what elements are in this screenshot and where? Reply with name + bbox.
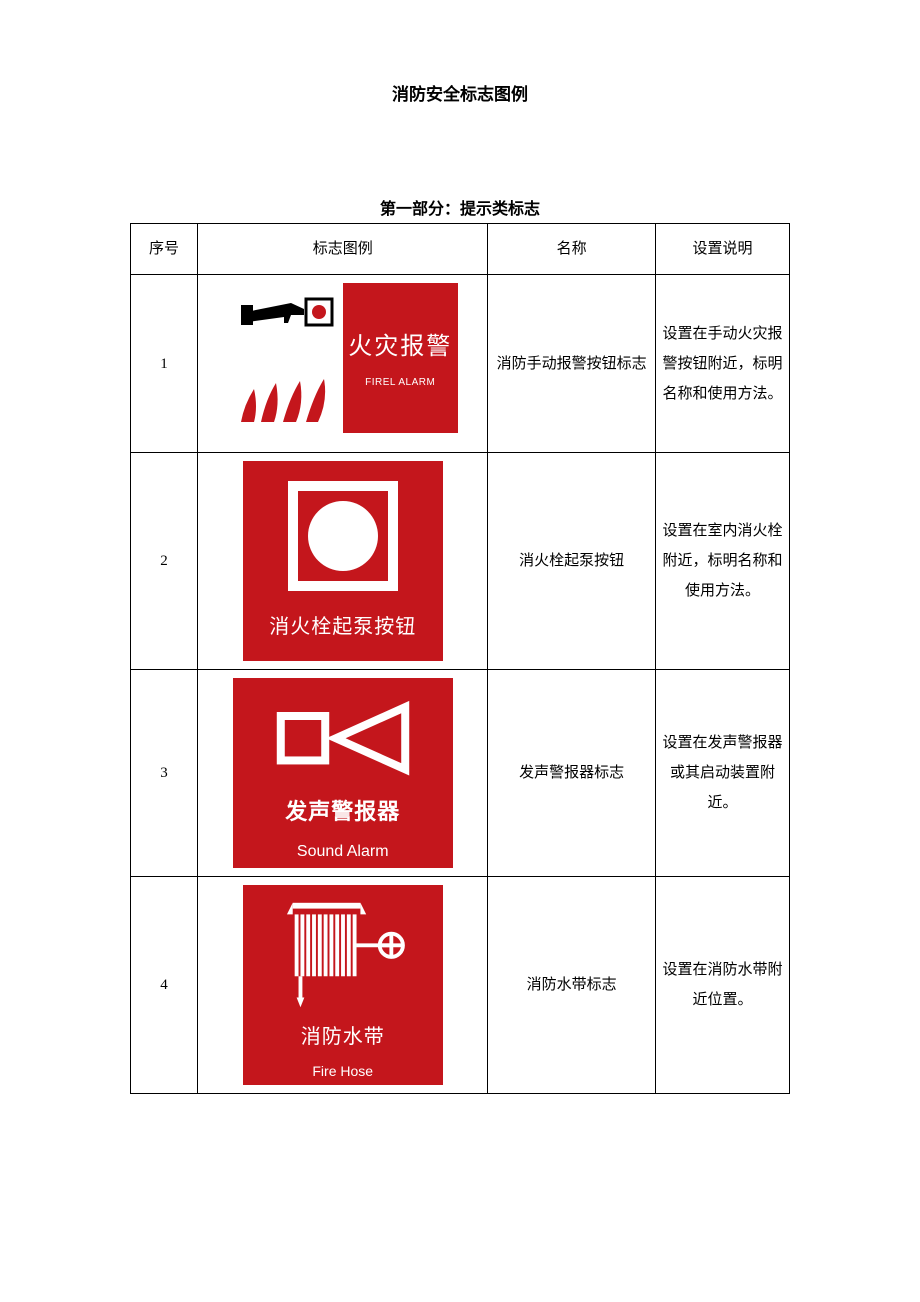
fire-hose-en-label: Fire Hose — [312, 1057, 373, 1085]
cell-legend: 消防水带 Fire Hose — [198, 877, 488, 1094]
fire-hose-sign: 消防水带 Fire Hose — [243, 885, 443, 1085]
cell-legend: 火灾报警 FIREL ALARM — [198, 275, 488, 453]
signs-table: 序号 标志图例 名称 设置说明 1 — [130, 223, 790, 1094]
header-name: 名称 — [488, 224, 656, 275]
table-row: 1 — [131, 275, 790, 453]
document-title: 消防安全标志图例 — [130, 80, 790, 105]
sound-alarm-en-label: Sound Alarm — [297, 836, 389, 868]
header-seq: 序号 — [131, 224, 198, 275]
fire-alarm-sign: 火灾报警 FIREL ALARM — [228, 283, 458, 433]
cell-seq: 2 — [131, 453, 198, 670]
cell-legend: 消火栓起泵按钮 — [198, 453, 488, 670]
cell-legend: 发声警报器 Sound Alarm — [198, 670, 488, 877]
sound-alarm-sign: 发声警报器 Sound Alarm — [233, 678, 453, 868]
fire-alarm-left-area — [228, 283, 343, 433]
hand-press-icon — [236, 293, 336, 353]
cell-seq: 4 — [131, 877, 198, 1094]
fire-hose-cn-label: 消防水带 — [301, 1017, 385, 1057]
fire-hose-icon — [263, 897, 423, 1013]
header-legend: 标志图例 — [198, 224, 488, 275]
cell-seq: 3 — [131, 670, 198, 877]
hydrant-pump-frame-icon — [288, 481, 398, 591]
cell-desc: 设置在室内消火栓附近，标明名称和使用方法。 — [655, 453, 789, 670]
sound-alarm-cn-label: 发声警报器 — [285, 790, 400, 834]
cell-name: 发声警报器标志 — [488, 670, 656, 877]
fire-alarm-en-label: FIREL ALARM — [365, 373, 435, 393]
section-title: 第一部分：提示类标志 — [130, 195, 790, 219]
table-row: 4 — [131, 877, 790, 1094]
table-header-row: 序号 标志图例 名称 设置说明 — [131, 224, 790, 275]
cell-desc: 设置在消防水带附近位置。 — [655, 877, 789, 1094]
flames-icon — [236, 377, 336, 427]
table-row: 3 发声警报器 Sound Alarm 发声警报器标志 设置在发声警报器或其启动… — [131, 670, 790, 877]
cell-name: 消火栓起泵按钮 — [488, 453, 656, 670]
cell-desc: 设置在手动火灾报警按钮附近，标明名称和使用方法。 — [655, 275, 789, 453]
cell-name: 消防水带标志 — [488, 877, 656, 1094]
fire-alarm-text-block: 火灾报警 FIREL ALARM — [343, 283, 458, 433]
cell-name: 消防手动报警按钮标志 — [488, 275, 656, 453]
hydrant-pump-cn-label: 消火栓起泵按钮 — [269, 607, 416, 647]
fire-alarm-cn-label: 火灾报警 — [348, 323, 452, 371]
cell-seq: 1 — [131, 275, 198, 453]
table-row: 2 消火栓起泵按钮 消火栓起泵按钮 设置在室内消火栓附近，标明名称和使用方法。 — [131, 453, 790, 670]
sound-alarm-horn-icon — [263, 700, 423, 780]
hydrant-pump-circle-icon — [308, 501, 378, 571]
cell-desc: 设置在发声警报器或其启动装置附近。 — [655, 670, 789, 877]
header-desc: 设置说明 — [655, 224, 789, 275]
hydrant-pump-sign: 消火栓起泵按钮 — [243, 461, 443, 661]
